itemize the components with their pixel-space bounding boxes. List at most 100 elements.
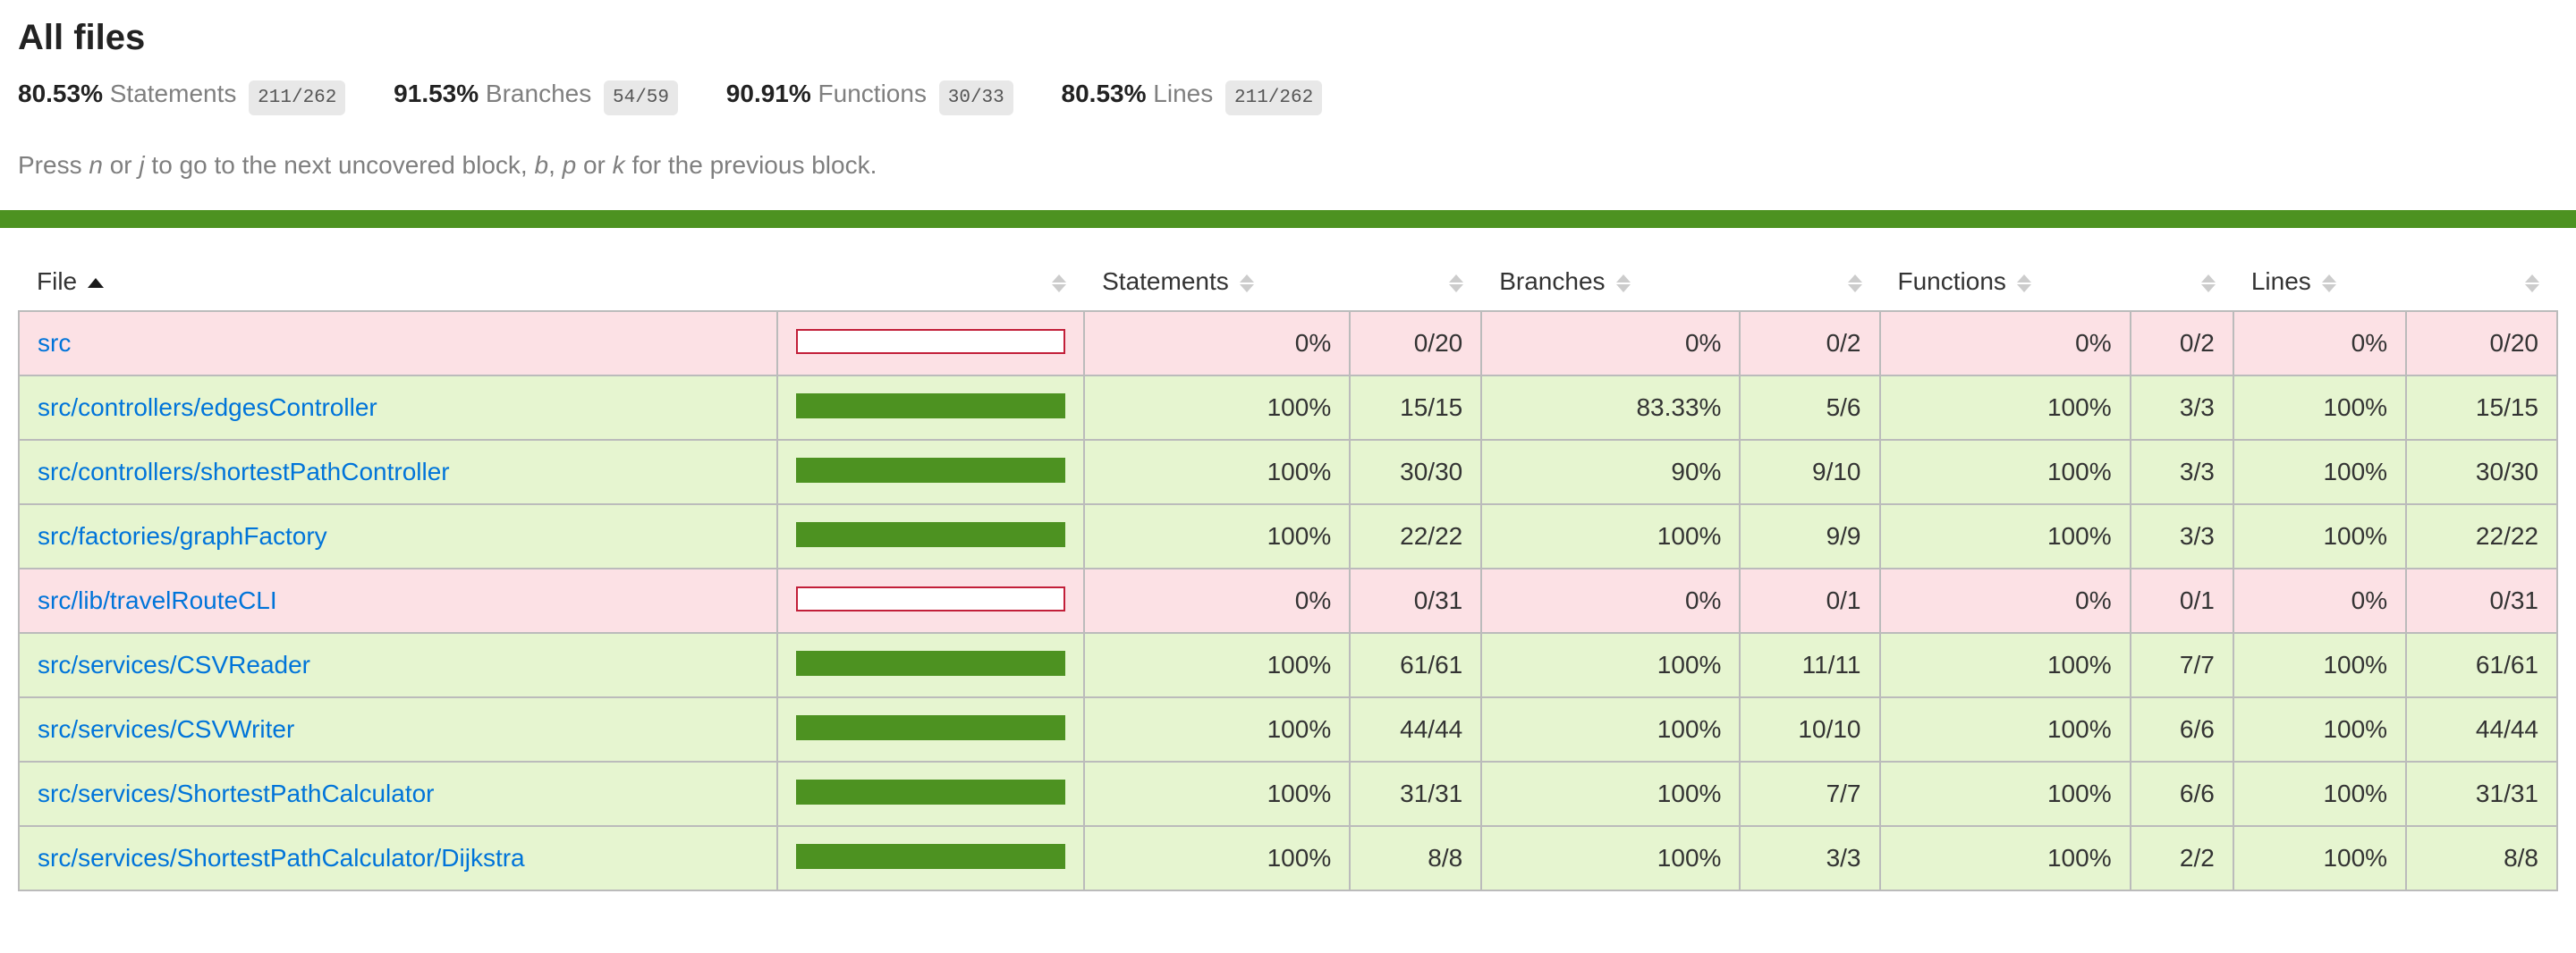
column-header-lines-raw[interactable] xyxy=(2406,253,2557,311)
column-header-statements-raw[interactable] xyxy=(1350,253,1481,311)
sort-asc-icon xyxy=(88,273,105,294)
page-title: All files xyxy=(18,18,146,57)
branches-percent-cell: 0% xyxy=(1481,569,1741,633)
file-link[interactable]: src/services/CSVReader xyxy=(38,651,310,679)
statements-fraction-cell: 22/22 xyxy=(1350,504,1483,569)
file-cell: src xyxy=(19,311,778,375)
functions-percent-cell: 100% xyxy=(1879,633,2131,697)
branches-fraction-cell: 11/11 xyxy=(1740,633,1881,697)
metric-functions: 90.91% Functions 30/33 xyxy=(726,80,1013,115)
column-header-functions-raw[interactable] xyxy=(2131,253,2233,311)
lines-percent-cell: 100% xyxy=(2233,697,2408,762)
column-header-branches-label: Branches xyxy=(1499,267,1606,295)
metric-branches-fraction: 54/59 xyxy=(604,80,679,115)
coverage-status-bar xyxy=(0,210,2576,228)
column-header-file[interactable]: File xyxy=(19,253,777,311)
file-link[interactable]: src/factories/graphFactory xyxy=(38,522,327,550)
column-header-file-label: File xyxy=(37,267,78,295)
lines-percent-cell: 100% xyxy=(2233,826,2408,890)
statements-fraction-cell: 30/30 xyxy=(1350,440,1483,504)
coverage-bar xyxy=(795,329,1066,354)
statements-fraction-cell: 15/15 xyxy=(1350,375,1483,440)
lines-fraction-cell: 0/20 xyxy=(2406,311,2557,375)
column-header-lines[interactable]: Lines xyxy=(2233,253,2406,311)
metric-functions-fraction: 30/33 xyxy=(938,80,1013,115)
statements-percent-cell: 100% xyxy=(1084,762,1352,826)
column-header-branches[interactable]: Branches xyxy=(1481,253,1740,311)
file-cell: src/services/ShortestPathCalculator xyxy=(19,762,778,826)
table-row: src 0% 0/20 0% 0/2 0% 0/2 0% 0/20 xyxy=(19,311,2557,375)
functions-percent-cell: 100% xyxy=(1879,504,2131,569)
branches-fraction-cell: 10/10 xyxy=(1740,697,1881,762)
functions-percent-cell: 100% xyxy=(1879,440,2131,504)
lines-percent-cell: 100% xyxy=(2233,504,2408,569)
file-link[interactable]: src/controllers/edgesController xyxy=(38,393,377,421)
functions-fraction-cell: 6/6 xyxy=(2130,697,2234,762)
coverage-bar xyxy=(795,458,1066,483)
file-link[interactable]: src/services/ShortestPathCalculator xyxy=(38,780,435,807)
sort-icon xyxy=(1615,273,1631,294)
branches-fraction-cell: 9/10 xyxy=(1740,440,1881,504)
coverage-bar-cell xyxy=(776,504,1086,569)
functions-percent-cell: 100% xyxy=(1879,762,2131,826)
coverage-table: File Statements Branches Functions Lines… xyxy=(18,253,2558,891)
file-link[interactable]: src/services/ShortestPathCalculator/Dijk… xyxy=(38,844,525,872)
metric-branches-label: Branches xyxy=(485,80,592,107)
coverage-bar xyxy=(795,651,1066,676)
column-header-functions-label: Functions xyxy=(1897,267,2006,295)
file-cell: src/lib/travelRouteCLI xyxy=(19,569,778,633)
statements-percent-cell: 100% xyxy=(1084,697,1352,762)
column-header-functions[interactable]: Functions xyxy=(1880,253,2131,311)
lines-fraction-cell: 44/44 xyxy=(2406,697,2557,762)
coverage-bar-fill xyxy=(797,781,1064,803)
metric-functions-pct: 90.91% xyxy=(725,80,811,107)
table-row: src/controllers/shortestPathController 10… xyxy=(19,440,2557,504)
branches-percent-cell: 100% xyxy=(1481,504,1741,569)
lines-percent-cell: 100% xyxy=(2233,375,2408,440)
branches-percent-cell: 100% xyxy=(1481,697,1741,762)
statements-fraction-cell: 31/31 xyxy=(1350,762,1483,826)
functions-percent-cell: 100% xyxy=(1879,375,2131,440)
branches-percent-cell: 83.33% xyxy=(1481,375,1741,440)
sort-icon xyxy=(2200,273,2216,294)
file-cell: src/services/ShortestPathCalculator/Dijk… xyxy=(19,826,778,890)
branches-percent-cell: 90% xyxy=(1481,440,1741,504)
metric-branches-pct: 91.53% xyxy=(394,80,479,107)
column-header-branches-raw[interactable] xyxy=(1740,253,1879,311)
table-header-row: File Statements Branches Functions Lines xyxy=(19,253,2557,311)
statements-percent-cell: 100% xyxy=(1084,375,1352,440)
functions-fraction-cell: 3/3 xyxy=(2130,375,2234,440)
file-link[interactable]: src/lib/travelRouteCLI xyxy=(38,586,277,614)
column-header-bar[interactable] xyxy=(777,253,1084,311)
lines-percent-cell: 0% xyxy=(2233,569,2408,633)
file-link[interactable]: src/controllers/shortestPathController xyxy=(38,458,450,485)
statements-fraction-cell: 0/20 xyxy=(1350,311,1483,375)
file-cell: src/factories/graphFactory xyxy=(19,504,778,569)
coverage-bar-cell xyxy=(776,440,1086,504)
file-link[interactable]: src/services/CSVWriter xyxy=(38,715,295,743)
functions-fraction-cell: 2/2 xyxy=(2130,826,2234,890)
table-row: src/controllers/edgesController 100% 15/15… xyxy=(19,375,2557,440)
coverage-bar-cell xyxy=(776,375,1086,440)
lines-fraction-cell: 30/30 xyxy=(2406,440,2557,504)
coverage-bar-cell xyxy=(776,311,1086,375)
report-header: All files 80.53% Statements 211/262 91.5… xyxy=(0,0,2576,210)
coverage-bar-cell xyxy=(776,633,1086,697)
branches-percent-cell: 100% xyxy=(1481,762,1741,826)
functions-percent-cell: 0% xyxy=(1879,569,2131,633)
file-link[interactable]: src xyxy=(38,329,72,357)
coverage-bar xyxy=(795,780,1066,805)
metric-statements-fraction: 211/262 xyxy=(249,80,346,115)
column-header-statements[interactable]: Statements xyxy=(1084,253,1350,311)
lines-percent-cell: 100% xyxy=(2233,762,2408,826)
table-row: src/services/CSVReader 100% 61/61 100% 11/11… xyxy=(19,633,2557,697)
metric-branches: 91.53% Branches 54/59 xyxy=(394,80,679,115)
functions-fraction-cell: 3/3 xyxy=(2130,504,2234,569)
functions-fraction-cell: 3/3 xyxy=(2130,440,2234,504)
statements-percent-cell: 100% xyxy=(1084,633,1352,697)
sort-icon xyxy=(2016,273,2031,294)
coverage-bar xyxy=(795,393,1066,418)
coverage-bar-fill xyxy=(797,717,1064,738)
coverage-bar-fill xyxy=(797,653,1064,674)
sort-icon xyxy=(2321,273,2336,294)
